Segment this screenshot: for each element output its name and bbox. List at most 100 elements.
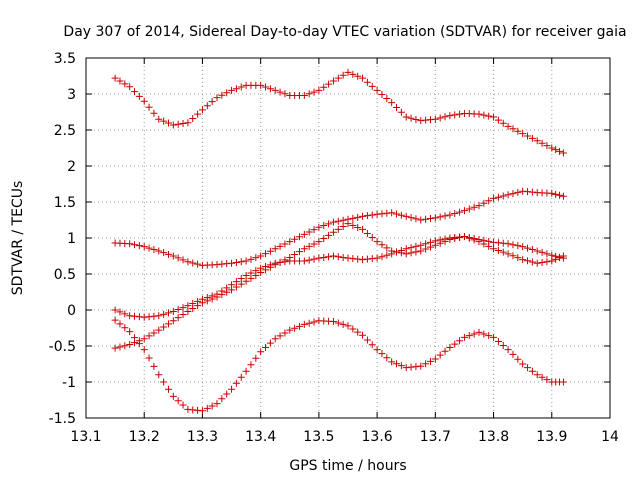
data-point [169, 317, 177, 325]
data-point [329, 77, 337, 85]
data-point [126, 83, 134, 91]
data-point [257, 348, 265, 356]
data-point [494, 246, 502, 254]
data-point [203, 404, 211, 412]
data-point [533, 259, 541, 267]
data-point [334, 253, 342, 261]
data-point [552, 190, 560, 198]
data-point [334, 319, 342, 327]
y-tick-label: -1 [62, 375, 76, 391]
data-point [291, 251, 299, 259]
data-point [383, 244, 391, 252]
data-point [174, 314, 182, 322]
data-point [412, 115, 420, 123]
data-point [397, 362, 405, 370]
data-point [359, 331, 367, 339]
data-point [325, 253, 333, 261]
x-tick-labels: 13.1 13.2 13.3 13.4 13.5 13.6 13.7 13.8 13.9 14 [70, 429, 619, 445]
data-point [354, 328, 362, 336]
data-point [456, 110, 464, 118]
data-point [189, 259, 197, 267]
data-point [121, 324, 129, 332]
data-point [393, 360, 401, 368]
data-point [388, 99, 396, 107]
data-point [174, 397, 182, 405]
data-point [378, 253, 386, 261]
data-point [247, 255, 255, 263]
data-point [528, 134, 536, 142]
data-point [504, 250, 512, 258]
data-point [470, 330, 478, 338]
data-point [504, 122, 512, 130]
data-point [155, 371, 163, 379]
data-point [174, 306, 182, 314]
data-point [228, 86, 236, 94]
data-point [135, 242, 143, 250]
data-point [247, 274, 255, 282]
data-point [456, 208, 464, 216]
x-axis-title: GPS time / hours [289, 458, 406, 474]
data-point [271, 245, 279, 253]
data-point [194, 260, 202, 268]
data-point [524, 364, 532, 372]
data-point [460, 333, 468, 341]
data-point [150, 329, 158, 337]
data-point [237, 83, 245, 91]
data-point [509, 190, 517, 198]
data-point [218, 291, 226, 299]
data-point [315, 223, 323, 231]
series-track-2 [111, 187, 567, 269]
data-point [519, 243, 527, 251]
data-point [475, 238, 483, 246]
data-point [543, 258, 551, 266]
data-point [242, 367, 250, 375]
data-point [325, 220, 333, 228]
data-point [334, 74, 342, 82]
data-point [184, 258, 192, 266]
data-point [320, 83, 328, 91]
data-point [111, 74, 119, 82]
data-point [485, 242, 493, 250]
data-point [485, 197, 493, 205]
data-point [198, 407, 206, 415]
data-point [266, 339, 274, 347]
data-point [412, 248, 420, 256]
data-point [325, 231, 333, 239]
data-point [436, 239, 444, 247]
data-point [354, 223, 362, 231]
data-point [407, 249, 415, 257]
chart-title: Day 307 of 2014, Sidereal Day-to-day VTE… [63, 24, 626, 40]
x-tick-label: 13.1 [70, 429, 101, 445]
x-tick-label: 13.4 [245, 429, 276, 445]
data-point [426, 357, 434, 365]
data-point [441, 113, 449, 121]
data-point [223, 390, 231, 398]
data-point [485, 112, 493, 120]
data-point [339, 216, 347, 224]
data-point [446, 343, 454, 351]
data-point [465, 234, 473, 242]
data-point [116, 308, 124, 316]
data-point [431, 241, 439, 249]
data-point [480, 240, 488, 248]
data-point [140, 97, 148, 105]
data-point [359, 212, 367, 220]
data-point [228, 385, 236, 393]
data-point [509, 350, 517, 358]
data-point [446, 211, 454, 219]
data-point [538, 258, 546, 266]
data-point [359, 74, 367, 82]
data-point [417, 247, 425, 255]
data-point [559, 149, 567, 157]
data-point [451, 111, 459, 119]
data-point [344, 68, 352, 76]
y-tick-label: 2.5 [54, 123, 76, 139]
data-point [373, 86, 381, 94]
data-point [252, 271, 260, 279]
data-point [533, 371, 541, 379]
data-point [276, 258, 284, 266]
data-point [431, 214, 439, 222]
data-point [499, 248, 507, 256]
data-point [373, 346, 381, 354]
y-axis-title: SDTVAR / TECUs [10, 181, 26, 296]
